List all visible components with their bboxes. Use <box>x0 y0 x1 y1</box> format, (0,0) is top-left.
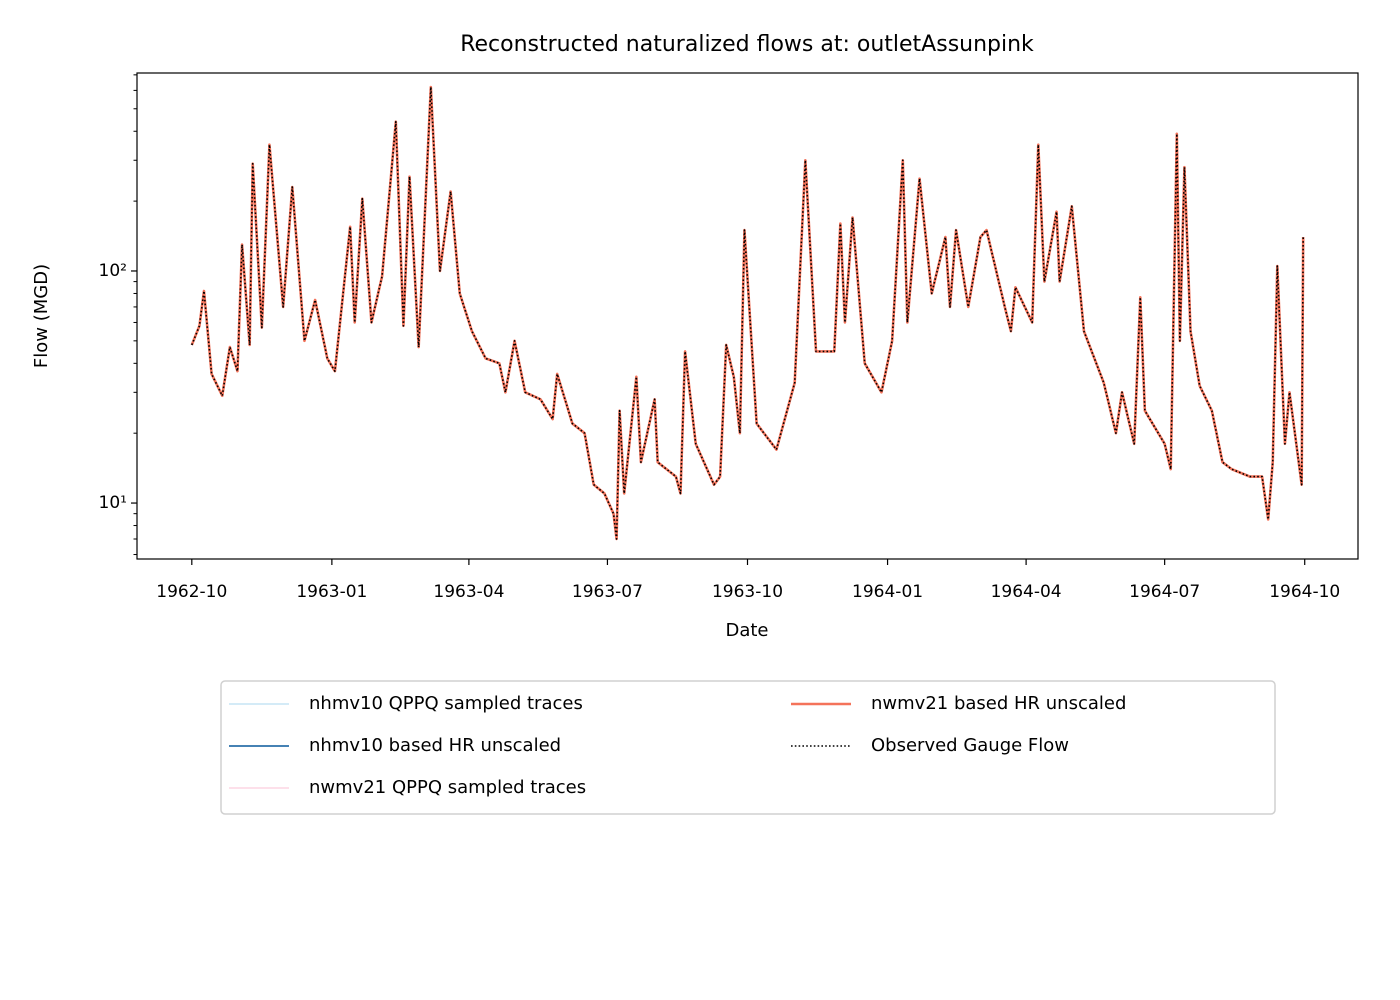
series-line <box>190 86 1305 540</box>
legend-label: nhmv10 QPPQ sampled traces <box>309 693 583 714</box>
x-tick-label: 1963-01 <box>296 582 367 602</box>
plot-frame <box>136 72 1359 560</box>
legend-label: Observed Gauge Flow <box>871 735 1069 756</box>
series-line <box>191 86 1304 540</box>
x-tick-label: 1963-07 <box>572 582 643 602</box>
legend-label: nwmv21 QPPQ sampled traces <box>309 777 586 798</box>
chart-title: Reconstructed naturalized flows at: outl… <box>460 32 1034 57</box>
y-tick-label: 10¹ <box>99 493 127 513</box>
x-tick-label: 1962-10 <box>156 582 227 602</box>
x-tick-label: 1964-07 <box>1129 582 1200 602</box>
x-tick-label: 1964-10 <box>1269 582 1340 602</box>
x-tick-label: 1964-01 <box>852 582 923 602</box>
x-axis-label: Date <box>725 620 768 641</box>
series-line <box>190 86 1305 540</box>
legend-label: nhmv10 based HR unscaled <box>309 735 561 756</box>
legend-label: nwmv21 based HR unscaled <box>871 693 1126 714</box>
x-tick-label: 1963-04 <box>433 582 504 602</box>
x-tick-label: 1963-10 <box>712 582 783 602</box>
y-axis-label: Flow (MGD) <box>31 264 52 368</box>
legend-box <box>220 680 1276 815</box>
y-tick-label: 10² <box>99 261 127 281</box>
series-line <box>190 86 1305 540</box>
x-tick-label: 1964-04 <box>991 582 1062 602</box>
series-line <box>190 85 1305 541</box>
